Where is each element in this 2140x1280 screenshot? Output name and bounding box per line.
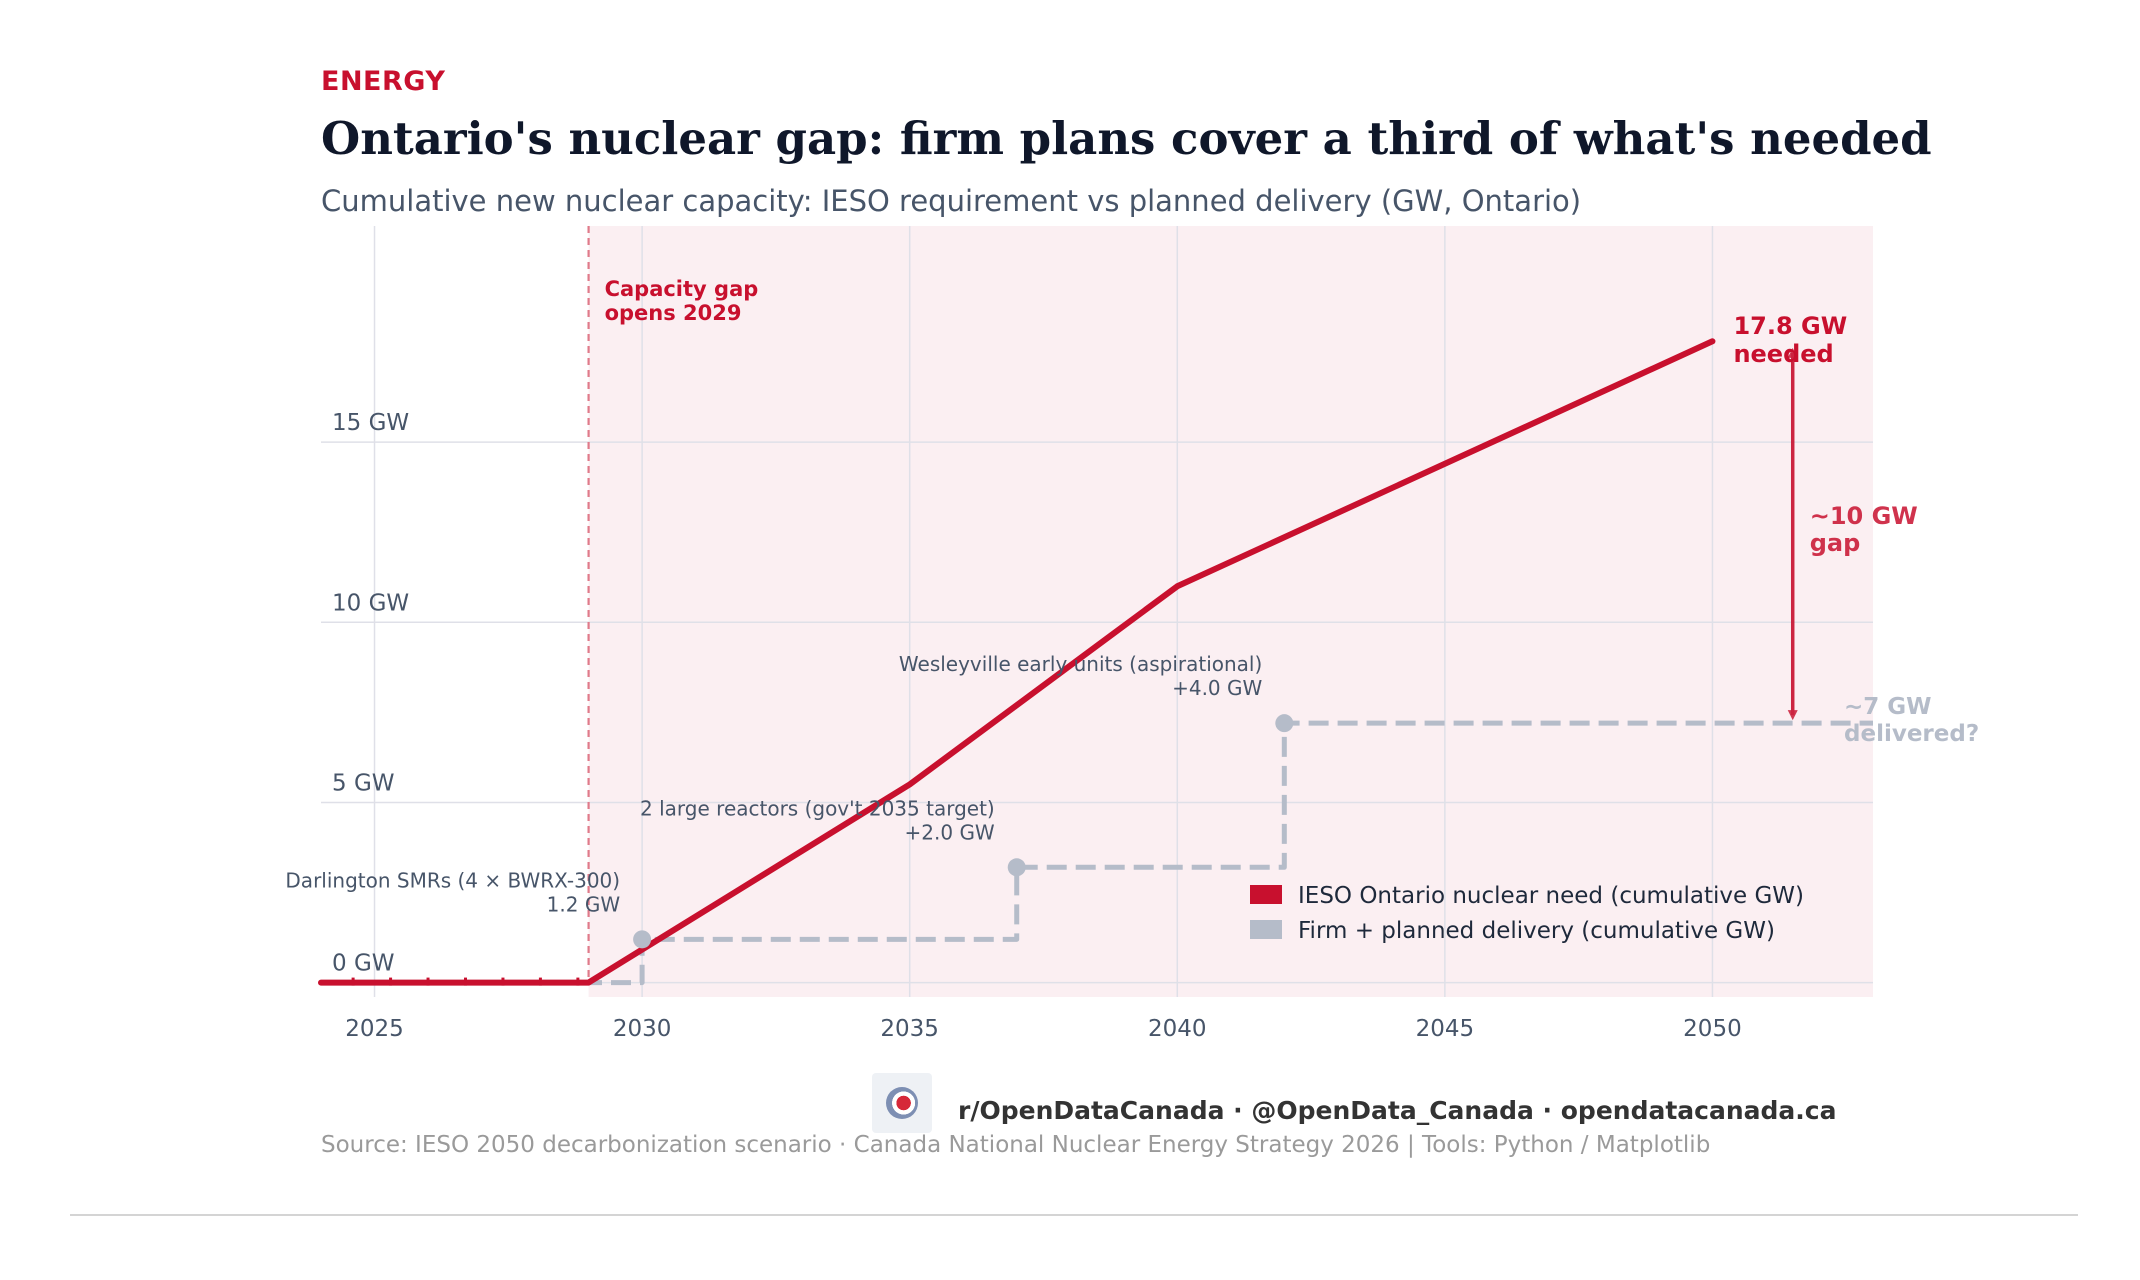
gap-opens-label: opens 2029: [605, 301, 742, 325]
x-tick-label: 2025: [345, 1016, 404, 1042]
step-annotation-label: Wesleyville early units (aspirational): [899, 652, 1262, 676]
legend-swatch-need: [1250, 885, 1282, 904]
legend-swatch-delivery: [1250, 920, 1282, 939]
delivery-series-line: [321, 720, 1873, 986]
y-tick-label: 0 GW: [332, 951, 395, 977]
footer-divider: [70, 1214, 2078, 1216]
legend-label-need: IESO Ontario nuclear need (cumulative GW…: [1298, 883, 1804, 909]
need-end-label: needed: [1733, 340, 1833, 368]
source-line: Source: IESO 2050 decarbonization scenar…: [321, 1132, 1711, 1158]
delivery-step-marker: [1275, 714, 1294, 733]
need-end-label: 17.8 GW: [1733, 312, 1847, 340]
delivery-step-marker: [1007, 858, 1026, 877]
gap-size-label: gap: [1810, 529, 1861, 557]
need-series-line: [318, 338, 1716, 986]
gap-shaded-region: [588, 226, 1873, 997]
x-tick-label: 2040: [1148, 1016, 1207, 1042]
x-tick-label: 2035: [880, 1016, 939, 1042]
y-tick-label: 5 GW: [332, 770, 395, 796]
y-tick-label: 10 GW: [332, 590, 409, 616]
opendatacanada-logo: [872, 1073, 932, 1133]
step-annotation-label: Darlington SMRs (4 × BWRX-300): [285, 868, 620, 892]
delivered-label: ~7 GW: [1844, 694, 1932, 720]
chart-subtitle: Cumulative new nuclear capacity: IESO re…: [321, 184, 1582, 218]
gap-size-label: ~10 GW: [1810, 502, 1918, 530]
step-annotation-value: +2.0 GW: [905, 820, 995, 844]
step-annotation-label: 2 large reactors (gov't 2035 target): [640, 796, 995, 820]
section-kicker: ENERGY: [321, 66, 446, 97]
legend-label-delivery: Firm + planned delivery (cumulative GW): [1298, 918, 1775, 944]
y-tick-label: 15 GW: [332, 410, 409, 436]
credit-line: r/OpenDataCanada · @OpenData_Canada · op…: [958, 1096, 1837, 1125]
delivery-step-marker: [633, 930, 652, 949]
gap-opens-label: Capacity gap: [605, 277, 759, 301]
step-annotation-value: +4.0 GW: [1172, 676, 1262, 700]
x-tick-label: 2045: [1416, 1016, 1475, 1042]
chart-title: Ontario's nuclear gap: firm plans cover …: [321, 112, 1932, 165]
x-tick-label: 2050: [1683, 1016, 1742, 1042]
step-annotation-value: 1.2 GW: [547, 892, 621, 916]
delivered-label: delivered?: [1844, 721, 1979, 747]
x-tick-label: 2030: [613, 1016, 672, 1042]
